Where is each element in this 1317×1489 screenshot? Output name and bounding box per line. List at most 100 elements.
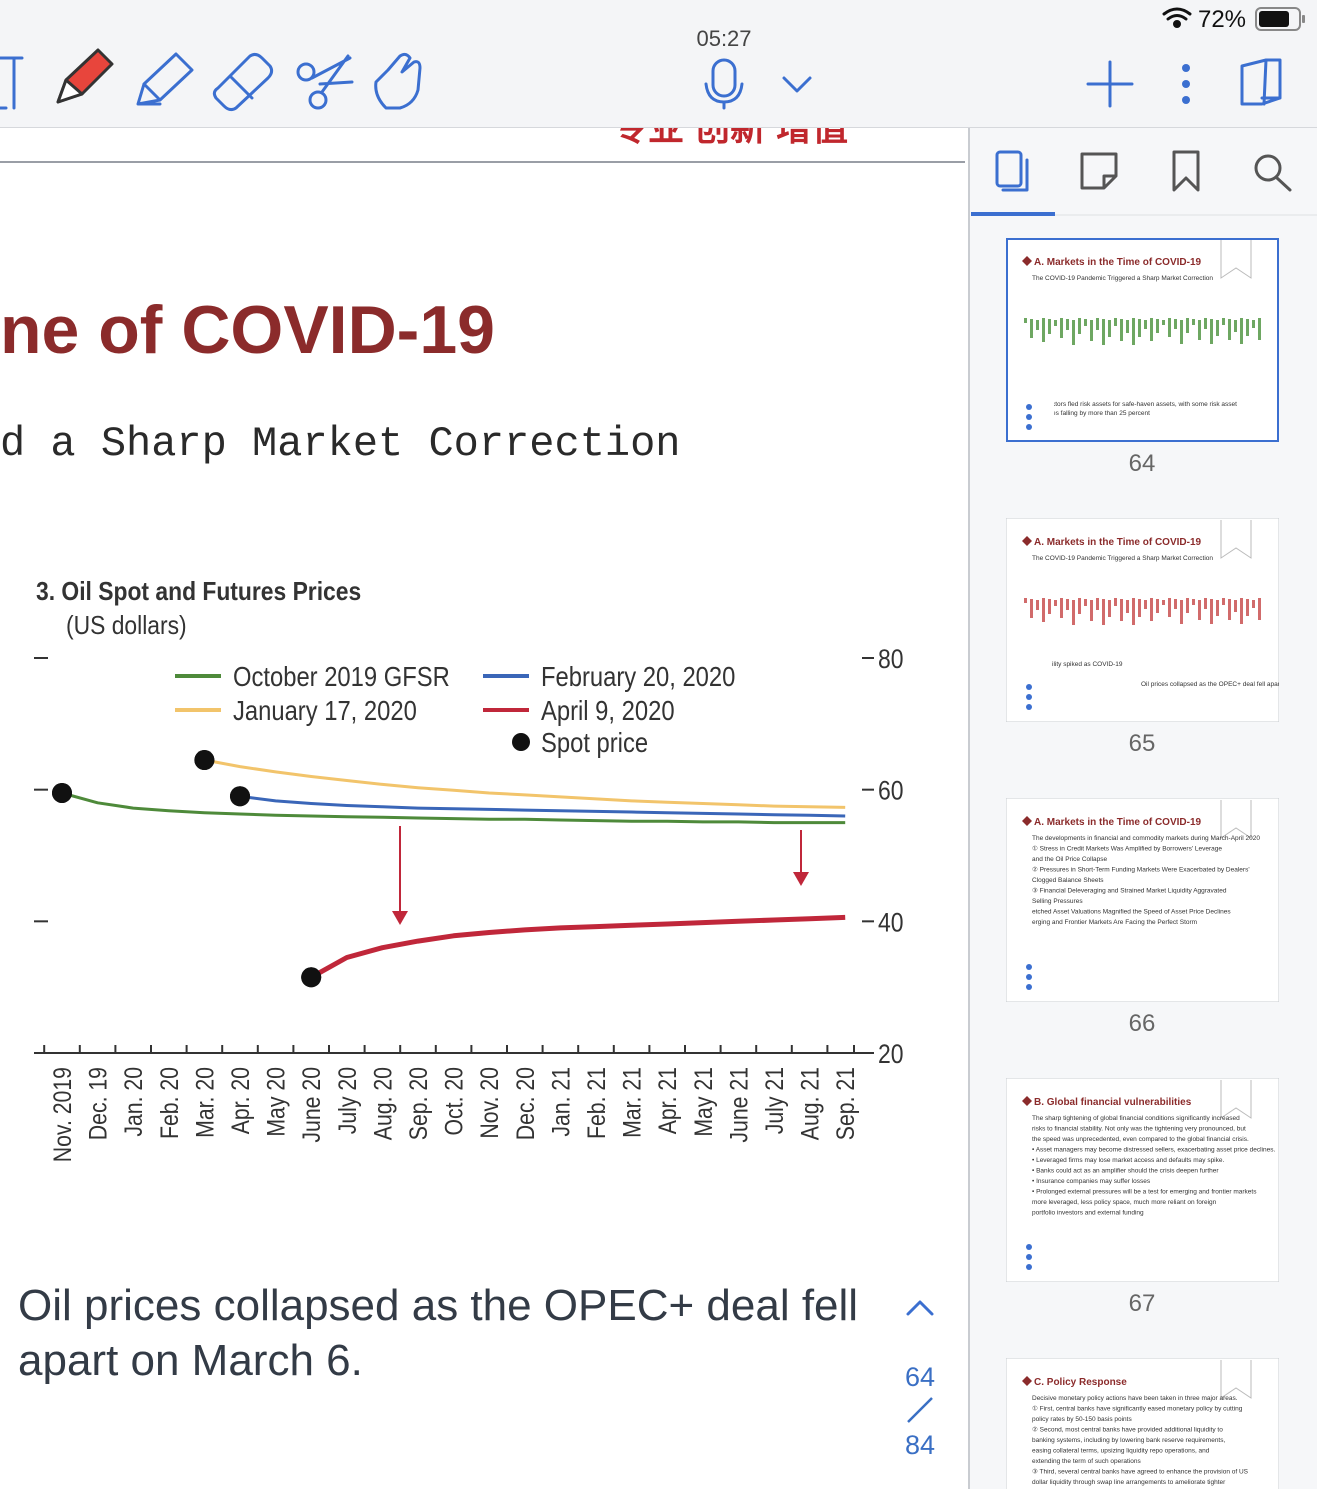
page-thumbnail[interactable]: A. Markets in the Time of COVID-19 The CO… (1006, 518, 1317, 722)
thumbnail-figure (1090, 600, 1093, 621)
thumbnail-line: Oil prices collapsed as the OPEC+ deal f… (1141, 681, 1317, 688)
thumbnail-line: The sharp tightening of global financial… (1032, 1115, 1240, 1122)
mic-menu[interactable] (782, 76, 812, 93)
page-thumbnail[interactable]: B. Global financial vulnerabilities The s… (1006, 1078, 1279, 1282)
thumbnail-figure (1240, 318, 1243, 344)
sidebar: A. Markets in the Time of COVID-19 The CO… (968, 128, 1317, 1489)
thumbnail-figure (1198, 600, 1201, 620)
thumbnail-figure (1210, 599, 1213, 624)
thumbnail-line: and the Oil Price Collapse (1032, 856, 1108, 863)
thumbnail-figure (1120, 319, 1123, 341)
eraser-tool[interactable] (212, 52, 274, 112)
thumbnail-figure (1096, 318, 1099, 330)
x-tick-label: Oct. 20 (440, 1067, 468, 1135)
thumbnail-line: ② Pressures in Short-Term Funding Market… (1032, 867, 1250, 874)
microphone-button[interactable] (704, 58, 744, 110)
x-tick-label: Jan. 20 (120, 1067, 148, 1137)
thumbnail-figure (1258, 318, 1261, 340)
x-tick-label: Aug. 20 (369, 1067, 397, 1140)
thumbnail-menu-dot (1026, 704, 1032, 710)
thumbnail-figure (1222, 318, 1225, 325)
highlighter-tool[interactable] (136, 52, 194, 106)
thumbnail-figure (1228, 599, 1231, 620)
thumbnail-figure (1174, 319, 1177, 329)
thumbnail-page-number: 64 (1129, 450, 1156, 477)
thumbnail-figure (1114, 318, 1117, 326)
thumbnail-figure (1132, 598, 1135, 625)
bookmarks-tab[interactable] (1172, 150, 1200, 192)
spot-price-dot (301, 967, 322, 988)
thumbnail-menu-dot (1026, 1244, 1032, 1250)
thumbnail-figure (1030, 319, 1033, 338)
page-thumbnail[interactable]: C. Policy Response Decisive monetary poli… (1006, 1358, 1279, 1489)
page-thumbnail[interactable]: A. Markets in the Time of COVID-19 The de… (1006, 798, 1279, 1002)
document-page: 专业 创新 增值 ne of COVID-19 d a Sharp Market… (0, 107, 968, 1489)
bookmark-corner (1220, 1360, 1252, 1399)
x-tick-label: Aug. 21 (796, 1067, 824, 1140)
hand-tool[interactable] (374, 52, 422, 110)
header-text: 专业 创新 增值 (612, 107, 848, 148)
battery-icon (1255, 7, 1305, 31)
title-bullet (1022, 256, 1032, 266)
thumbnail-line: extending the term of such operations (1032, 1458, 1142, 1465)
x-tick-label: Mar. 21 (618, 1067, 646, 1138)
x-tick-label: June 20 (298, 1067, 326, 1143)
spot-price-dot (52, 782, 72, 803)
thumbnail-figure (1072, 600, 1075, 625)
legend-label: Spot price (541, 726, 648, 758)
thumbnail-figure (1048, 599, 1051, 614)
thumbnail-page-number: 67 (1129, 1290, 1156, 1317)
page-thumbnail[interactable]: A. Markets in the Time of COVID-19 The CO… (1006, 238, 1279, 442)
thumbnail-title: A. Markets in the Time of COVID-19 (1034, 817, 1202, 828)
thumbnail-figure (1090, 320, 1093, 341)
thumbnail-figure (1204, 318, 1207, 329)
thumbnail-figure (1168, 318, 1171, 337)
thumbnail-line: Decisive monetary policy actions have be… (1032, 1395, 1238, 1402)
y-tick-label: 40 (878, 908, 904, 938)
title-bullet (1022, 816, 1032, 826)
thumbnail-line: etched Asset Valuations Magnified the Sp… (1032, 909, 1231, 916)
scissors-tool[interactable] (296, 54, 354, 110)
clock: 05:27 (696, 26, 751, 51)
thumbnail-figure (1252, 320, 1255, 328)
pen-tool[interactable] (56, 48, 114, 104)
slide-title: ne of COVID-19 (0, 292, 495, 368)
x-tick-label: July 21 (760, 1067, 788, 1134)
thumbnail-title: C. Policy Response (1034, 1377, 1127, 1388)
thumbnail-line: ② Second, most central banks have provid… (1032, 1427, 1223, 1434)
thumbnail-line: ③ Third, several central banks have agre… (1032, 1469, 1249, 1476)
series-line (204, 758, 846, 809)
thumbnail-title: A. Markets in the Time of COVID-19 (1034, 257, 1202, 268)
view-mode-button[interactable] (1240, 58, 1282, 106)
thumbnail-title: A. Markets in the Time of COVID-19 (1034, 537, 1202, 548)
x-tick-label: July 20 (333, 1067, 361, 1134)
thumbnail-figure (1138, 319, 1141, 337)
oil-price-chart: 3. Oil Spot and Futures Prices (US dollar… (34, 578, 904, 1162)
thumbnail-figure (1240, 598, 1243, 624)
x-tick-label: Sep. 21 (832, 1067, 860, 1140)
text-tool[interactable] (0, 56, 24, 110)
thumbnail-figure (1174, 599, 1177, 609)
thumbnail-line: es falling by more than 25 percent (1052, 410, 1150, 417)
notes-tab[interactable] (1080, 152, 1118, 190)
more-button[interactable] (1182, 64, 1190, 104)
series-line (61, 791, 846, 825)
thumbnail-figure (1096, 598, 1099, 610)
x-tick-label: Mar. 20 (191, 1067, 219, 1138)
scroll-up-button[interactable] (906, 1300, 934, 1316)
x-tick-label: Jan. 21 (547, 1067, 575, 1137)
legend-swatch (512, 733, 530, 751)
thumbnail-figure (1054, 600, 1057, 606)
series-line (309, 914, 846, 980)
thumbnail-line: The developments in financial and commod… (1032, 835, 1260, 842)
pages-tab[interactable] (995, 150, 1029, 192)
thumbnail-figure (1138, 599, 1141, 617)
thumbnail-figure (1060, 598, 1063, 618)
add-button[interactable] (1086, 60, 1134, 108)
thumbnail-title: B. Global financial vulnerabilities (1034, 1097, 1192, 1108)
thumbnail-figure (1252, 600, 1255, 608)
thumbnail-figure (1246, 319, 1249, 336)
current-page: 64 (905, 1362, 935, 1392)
thumbnail-line: • Leveraged firms may lose market access… (1032, 1157, 1224, 1164)
search-tab[interactable] (1254, 154, 1292, 192)
